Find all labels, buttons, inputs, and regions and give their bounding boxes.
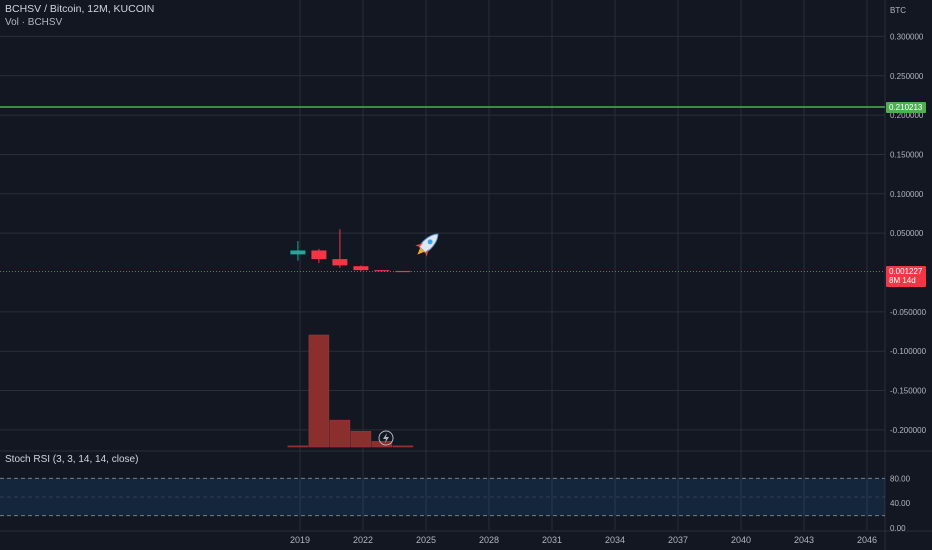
volume-bar bbox=[329, 419, 351, 448]
candle-body bbox=[353, 266, 369, 271]
decorations bbox=[378, 233, 439, 446]
price-tick-label: 0.100000 bbox=[890, 190, 924, 199]
candles bbox=[290, 229, 411, 273]
lightning-icon[interactable] bbox=[378, 430, 394, 446]
price-tick-label: 0.300000 bbox=[890, 32, 924, 41]
price-tick-label: -0.050000 bbox=[890, 308, 927, 317]
rocket-icon bbox=[415, 233, 439, 257]
volume-legend[interactable]: Vol · BCHSV bbox=[5, 17, 63, 28]
volume-bars bbox=[287, 334, 414, 448]
rsi-tick-label: 40.00 bbox=[890, 499, 911, 508]
price-tick-label: -0.100000 bbox=[890, 347, 927, 356]
volume-bar bbox=[350, 431, 372, 448]
time-tick-label: 2028 bbox=[479, 535, 499, 545]
rsi-tick-label: 0.00 bbox=[890, 524, 906, 533]
horizontal-line-layer[interactable] bbox=[0, 106, 885, 273]
symbol-legend[interactable]: BCHSV / Bitcoin, 12M, KUCOIN bbox=[5, 3, 155, 15]
axes: 2019 2022 2025 2028 2031 2034 2037 2040 2043 2046… bbox=[290, 32, 927, 545]
time-tick-label: 2031 bbox=[542, 535, 562, 545]
price-tick-label: -0.200000 bbox=[890, 426, 927, 435]
last-price-value: 0.001227 bbox=[889, 267, 923, 276]
horizontal-line-price-tag: 0.210213 bbox=[886, 102, 926, 113]
candle-body bbox=[395, 270, 411, 273]
volume-bar bbox=[392, 445, 414, 448]
candle-body bbox=[374, 270, 390, 272]
price-tick-label: 0.200000 bbox=[890, 111, 924, 120]
volume-bar bbox=[287, 445, 309, 448]
bar-countdown: 8M 14d bbox=[889, 276, 916, 285]
currency-label: BTC bbox=[890, 6, 906, 15]
time-tick-label: 2040 bbox=[731, 535, 751, 545]
price-tick-label: 0.250000 bbox=[890, 72, 924, 81]
candle-body bbox=[332, 259, 348, 266]
time-tick-label: 2046 bbox=[857, 535, 877, 545]
time-tick-label: 2025 bbox=[416, 535, 436, 545]
volume-bar bbox=[308, 334, 330, 448]
time-tick-label: 2022 bbox=[353, 535, 373, 545]
time-tick-label: 2043 bbox=[794, 535, 814, 545]
price-tick-label: -0.150000 bbox=[890, 387, 927, 396]
time-tick-label: 2037 bbox=[668, 535, 688, 545]
time-tick-label: 2019 bbox=[290, 535, 310, 545]
stoch-rsi-pane[interactable] bbox=[0, 477, 885, 517]
last-price-tag: 0.001227 8M 14d bbox=[886, 266, 926, 287]
price-tick-label: 0.050000 bbox=[890, 229, 924, 238]
time-tick-label: 2034 bbox=[605, 535, 625, 545]
rsi-tick-label: 80.00 bbox=[890, 474, 911, 483]
candle-body bbox=[311, 250, 327, 260]
price-tick-label: 0.150000 bbox=[890, 150, 924, 159]
stoch-rsi-legend[interactable]: Stoch RSI (3, 3, 14, 14, close) bbox=[5, 454, 139, 465]
candle-body bbox=[290, 250, 306, 255]
